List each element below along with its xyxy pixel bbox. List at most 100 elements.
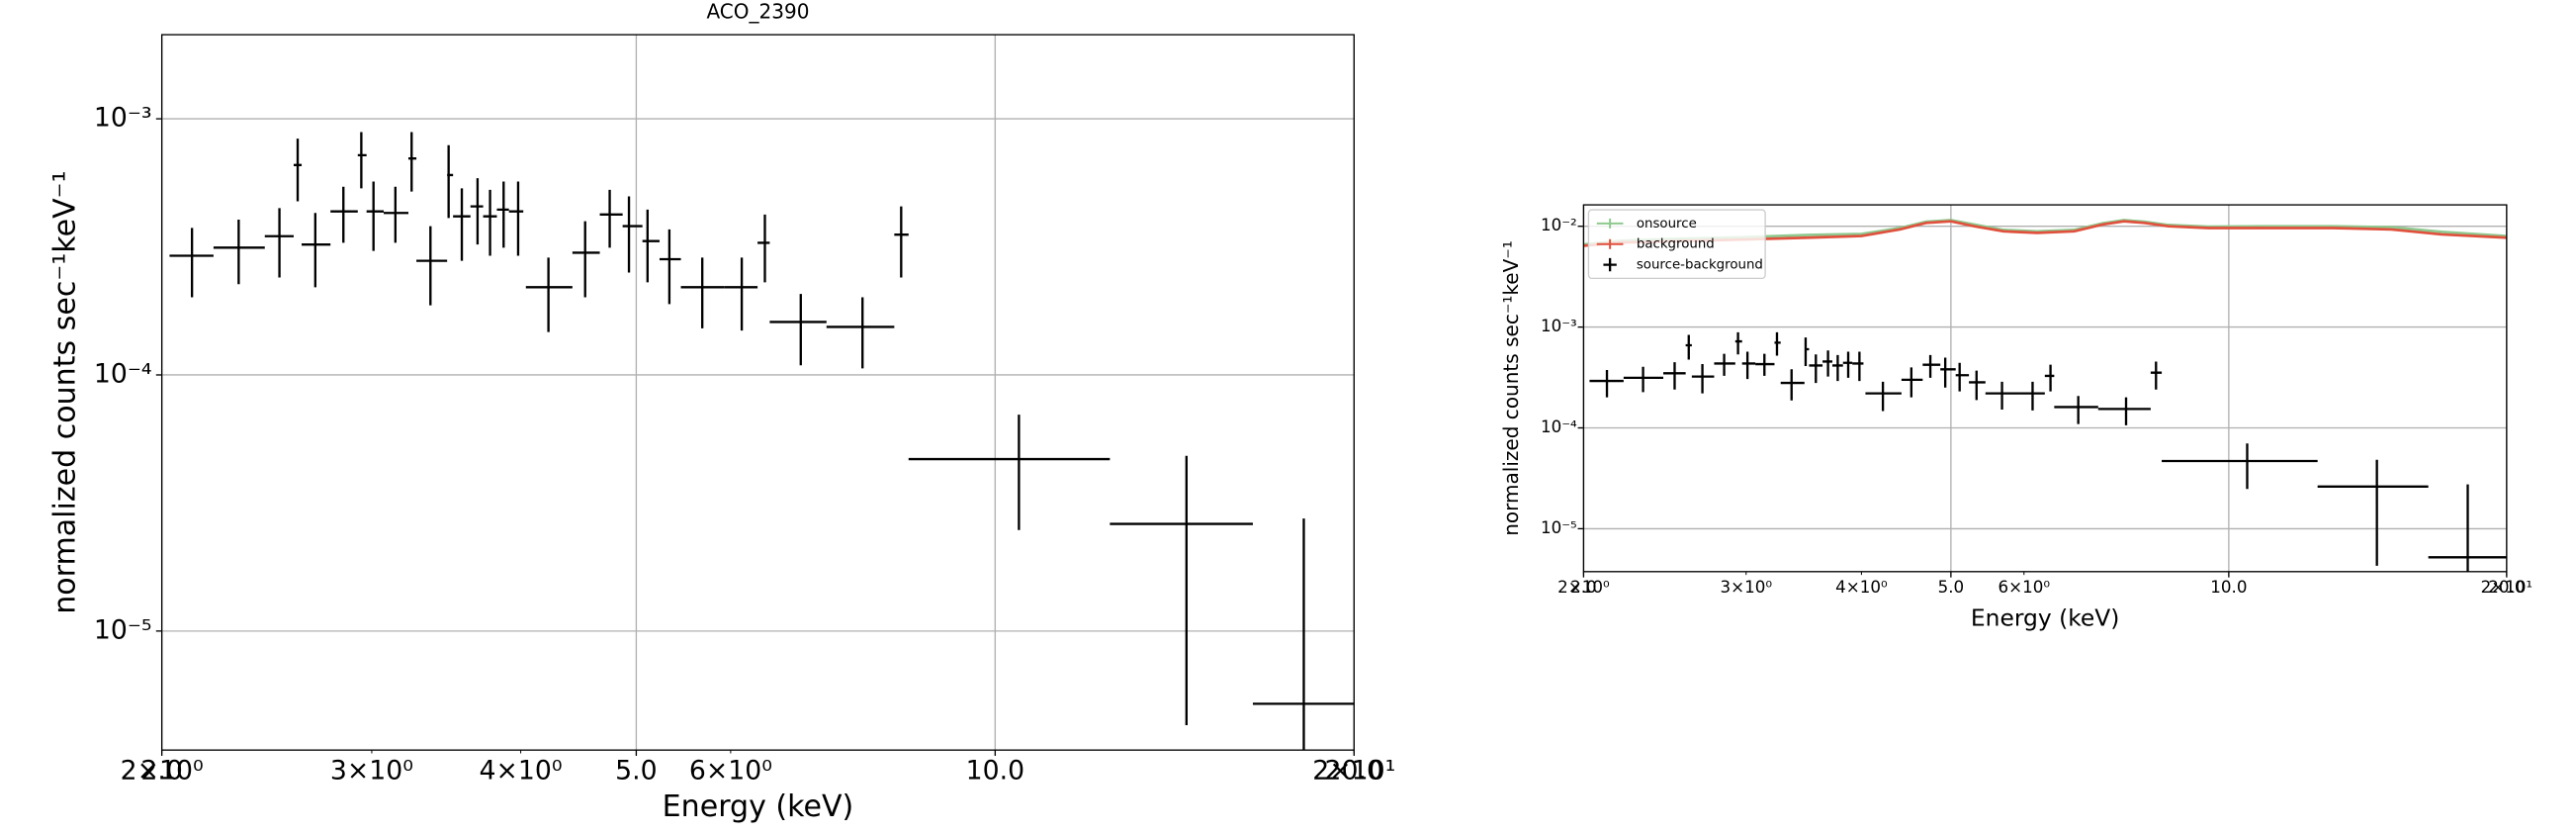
x-minor-tick-label: 3×10⁰: [1721, 578, 1773, 597]
error-bar: [302, 213, 331, 288]
error-bar: [2162, 443, 2318, 490]
x-tick-label: 10.0: [2210, 578, 2247, 597]
error-bar: [1922, 354, 1941, 378]
error-bar: [447, 144, 454, 219]
x-minor-tick-label: 6×10⁰: [1999, 578, 2051, 597]
error-bar: [724, 257, 758, 331]
legend-label: background: [1637, 237, 1715, 252]
error-bar: [1865, 381, 1902, 412]
error-bar: [1252, 518, 1355, 751]
error-bar: [1714, 353, 1735, 376]
x-minor-tick-label: 2×10⁰: [121, 755, 204, 786]
y-tick-label: 10⁻⁵: [1541, 518, 1577, 537]
y-tick-label: 10⁻⁵: [94, 614, 152, 645]
error-bar: [1755, 353, 1775, 376]
error-bar: [384, 186, 409, 243]
legend-marker: [1596, 238, 1624, 249]
error-bar: [213, 219, 265, 285]
error-bar: [2054, 396, 2098, 424]
error-bar: [264, 208, 294, 278]
error-bar: [1589, 370, 1624, 398]
legend-label: source-background: [1637, 258, 1763, 273]
legend-label: onsource: [1637, 217, 1697, 232]
x-tick-label: 20.0: [1325, 755, 1383, 786]
error-bar: [1969, 370, 1986, 401]
error-bar: [659, 229, 681, 305]
error-bar: [2097, 397, 2151, 425]
plot-area: [1583, 219, 2507, 572]
error-bar: [1852, 351, 1864, 382]
legend: onsource background source-background: [1587, 209, 1766, 280]
error-bar: [1734, 331, 1742, 355]
error-bar: [1955, 362, 1970, 392]
error-bar: [169, 228, 214, 298]
x-minor-tick-label: 4×10⁰: [480, 755, 563, 786]
error-bar: [908, 415, 1110, 530]
error-bar: [483, 189, 497, 256]
axes-frame: [160, 34, 1355, 751]
error-bar: [757, 214, 770, 283]
x-minor-tick-label: 2×10¹: [1312, 755, 1395, 786]
series-line: [1583, 220, 2507, 247]
error-bar: [1774, 331, 1781, 356]
error-bar: [357, 132, 367, 189]
error-bar: [525, 257, 573, 332]
error-bar: [1831, 354, 1843, 382]
plot-area: [169, 132, 1355, 751]
error-bar: [1780, 369, 1805, 401]
legend-marker: [1603, 257, 1617, 272]
error-bar: [2150, 361, 2163, 390]
axes-frame: [1582, 204, 2508, 573]
error-bar: [599, 189, 623, 248]
error-bar: [1809, 354, 1823, 384]
x-tick-label: 5.0: [1938, 578, 1965, 597]
error-bar: [1623, 366, 1664, 393]
error-bar: [894, 206, 909, 278]
y-tick-label: 10⁻²: [1541, 216, 1577, 234]
error-bar: [1901, 367, 1923, 398]
y-tick-label: 10⁻⁴: [94, 358, 152, 389]
error-bar: [769, 294, 827, 366]
error-bar: [1940, 357, 1956, 388]
x-minor-tick-label: 4×10⁰: [1835, 578, 1888, 597]
x-minor-tick-label: 3×10⁰: [330, 755, 413, 786]
error-bar: [508, 181, 524, 256]
x-axis-label: Energy (keV): [1971, 604, 2119, 632]
y-tick-label: 10⁻³: [1541, 317, 1577, 335]
legend-box: [1587, 209, 1766, 280]
error-bar: [1985, 381, 2020, 410]
error-bar: [416, 226, 448, 306]
x-tick-label: 10.0: [966, 755, 1024, 786]
x-minor-tick-label: 6×10⁰: [689, 755, 772, 786]
x-tick-label: 2.0: [1570, 578, 1597, 597]
x-tick-label: 5.0: [615, 755, 657, 786]
error-bar: [1685, 334, 1692, 360]
series-line: [1583, 219, 2507, 246]
error-bar: [496, 181, 509, 248]
error-bar: [1691, 364, 1715, 394]
error-bar: [642, 209, 660, 283]
error-bar: [622, 196, 643, 273]
x-minor-tick-label: 2×10⁰: [1557, 578, 1610, 597]
chart-title: ACO_2390: [706, 0, 809, 23]
y-axis-label: normalized counts sec⁻¹keV⁻¹: [47, 170, 82, 613]
error-bar: [1842, 351, 1853, 378]
y-tick-label: 10⁻³: [94, 103, 152, 134]
error-bar: [2428, 484, 2507, 572]
error-bar: [453, 188, 471, 261]
legend-marker: [1596, 218, 1624, 229]
x-axis-label: Energy (keV): [663, 789, 854, 824]
error-bar: [408, 132, 417, 192]
chart: ACO_2390 10⁻³ 10⁻⁴ 10⁻⁵ 2.0 5.0 10.0 20.0 2×10⁰ 3…: [47, 0, 1395, 824]
error-bar: [1110, 455, 1253, 726]
y-axis-label: normalized counts sec⁻¹keV⁻¹: [1499, 240, 1523, 536]
error-bar: [2044, 364, 2055, 392]
error-bar: [2317, 459, 2429, 566]
error-bar: [826, 297, 895, 369]
error-bar: [1741, 351, 1756, 380]
error-bar: [330, 186, 358, 243]
x-tick-label: 2.0: [140, 755, 182, 786]
error-bar: [1663, 362, 1686, 390]
